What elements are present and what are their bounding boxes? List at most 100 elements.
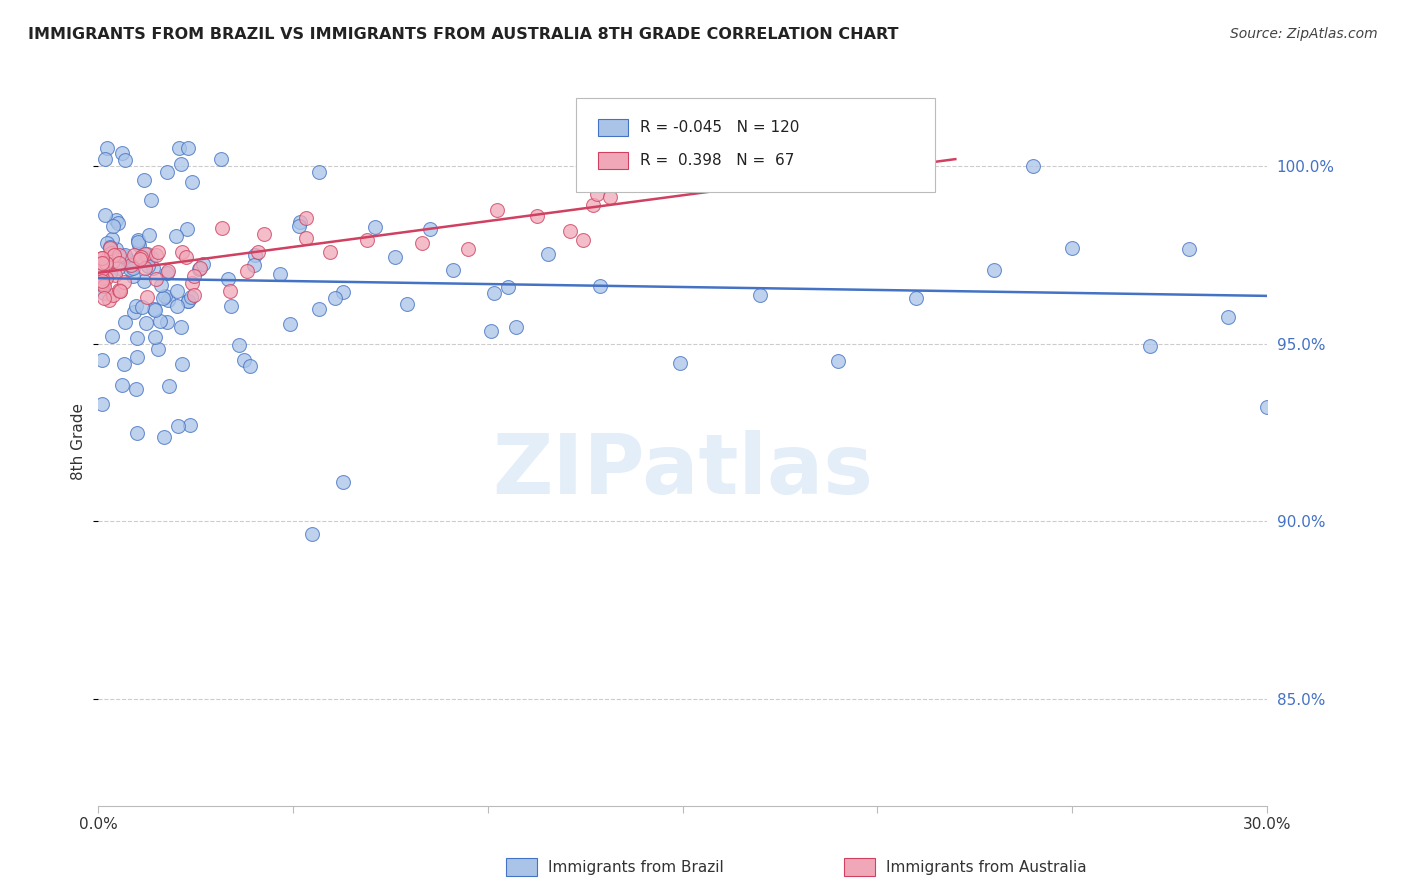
Point: [91, 353, 114, 368]
Point: [308, 302, 330, 317]
Point: [107, 261, 129, 276]
Point: [486, 202, 509, 217]
Point: [122, 247, 145, 261]
Point: [118, 262, 141, 277]
Point: [839, 169, 862, 184]
Point: [157, 379, 180, 393]
Point: [142, 260, 165, 275]
Point: [177, 293, 200, 308]
Point: [239, 359, 262, 373]
Point: [295, 231, 318, 245]
Text: Immigrants from Brazil: Immigrants from Brazil: [548, 860, 724, 874]
Point: [132, 274, 155, 288]
Point: [479, 324, 502, 338]
Point: [441, 262, 464, 277]
Point: [108, 283, 131, 297]
Point: [112, 275, 135, 289]
Point: [188, 260, 211, 275]
Text: IMMIGRANTS FROM BRAZIL VS IMMIGRANTS FROM AUSTRALIA 8TH GRADE CORRELATION CHART: IMMIGRANTS FROM BRAZIL VS IMMIGRANTS FRO…: [28, 27, 898, 42]
Point: [111, 378, 134, 392]
Point: [269, 267, 291, 281]
Point: [181, 176, 204, 190]
Point: [136, 259, 159, 273]
Point: [114, 247, 136, 261]
Point: [122, 305, 145, 319]
Point: [1139, 339, 1161, 353]
Text: Source: ZipAtlas.com: Source: ZipAtlas.com: [1230, 27, 1378, 41]
Point: [170, 157, 193, 171]
Point: [323, 291, 346, 305]
Point: [91, 261, 114, 276]
Point: [167, 419, 190, 434]
Point: [104, 268, 127, 283]
Point: [218, 284, 240, 298]
Point: [91, 256, 114, 270]
Point: [278, 317, 301, 331]
Point: [143, 301, 166, 316]
Point: [94, 152, 117, 166]
Point: [125, 331, 148, 345]
Point: [91, 251, 114, 265]
Point: [91, 271, 114, 285]
Point: [107, 256, 129, 270]
Text: R = -0.045   N = 120: R = -0.045 N = 120: [640, 120, 799, 135]
Point: [396, 297, 419, 311]
Point: [211, 220, 233, 235]
Point: [1178, 243, 1201, 257]
Point: [91, 397, 114, 411]
Point: [91, 276, 114, 290]
Point: [105, 242, 128, 256]
Point: [107, 216, 129, 230]
Point: [120, 258, 142, 272]
Point: [152, 291, 174, 305]
Point: [827, 354, 849, 368]
Point: [228, 337, 250, 351]
Point: [411, 235, 433, 250]
Point: [112, 249, 135, 263]
Point: [101, 328, 124, 343]
Text: ZIPatlas: ZIPatlas: [492, 430, 873, 511]
Point: [146, 245, 169, 260]
Point: [586, 186, 609, 201]
Point: [582, 198, 605, 212]
Point: [505, 320, 527, 334]
Point: [91, 251, 114, 265]
Point: [356, 233, 378, 247]
Point: [103, 219, 125, 234]
Point: [138, 228, 160, 243]
Point: [141, 193, 163, 207]
Point: [112, 358, 135, 372]
Point: [319, 244, 342, 259]
Point: [105, 213, 128, 227]
Point: [170, 357, 193, 371]
Point: [180, 289, 202, 303]
Point: [537, 247, 560, 261]
Point: [176, 222, 198, 236]
Point: [127, 233, 149, 247]
Point: [125, 426, 148, 441]
Point: [100, 245, 122, 260]
Point: [183, 268, 205, 283]
Point: [134, 173, 156, 187]
Point: [482, 285, 505, 300]
Point: [153, 430, 176, 444]
Point: [179, 417, 201, 432]
Point: [905, 291, 928, 305]
Point: [93, 286, 115, 301]
Point: [217, 271, 239, 285]
Point: [156, 164, 179, 178]
Point: [94, 208, 117, 222]
Point: [150, 277, 173, 292]
Point: [253, 227, 276, 241]
Point: [1256, 400, 1278, 414]
Point: [114, 153, 136, 167]
Point: [108, 248, 131, 262]
Point: [94, 255, 117, 269]
Point: [236, 264, 259, 278]
Point: [117, 252, 139, 266]
Y-axis label: 8th Grade: 8th Grade: [72, 403, 86, 480]
Point: [129, 250, 152, 264]
Point: [295, 211, 318, 226]
Point: [749, 288, 772, 302]
Point: [134, 247, 156, 261]
